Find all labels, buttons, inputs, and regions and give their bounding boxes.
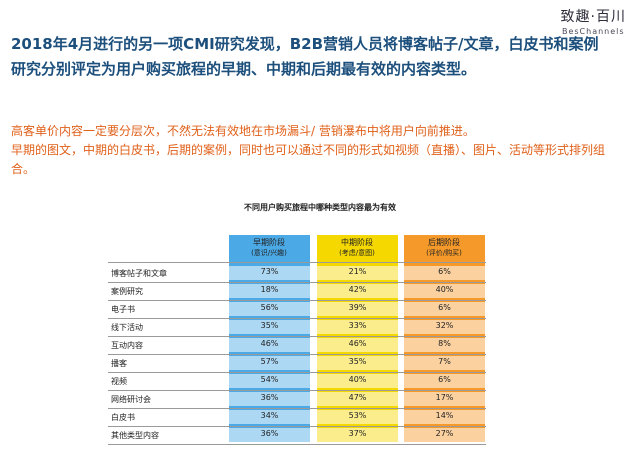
row-highlight: [108, 374, 486, 388]
table-row: 白皮书 34% 53% 14%: [108, 409, 486, 425]
late-value: 8%: [438, 339, 451, 348]
row-highlight: [108, 284, 486, 298]
row-label: 博客帖子和文章: [111, 269, 167, 278]
table-row: 网络研讨会 36% 47% 17%: [108, 391, 486, 407]
row-highlight: [108, 356, 486, 370]
column-header-late: 后期阶段 (评价/购买): [404, 238, 484, 258]
table-bottom-separator: [108, 444, 486, 445]
row-separator: [108, 318, 486, 319]
column-header-middle: 中期阶段 (考虑/意图): [317, 238, 397, 258]
early-value: 54%: [260, 375, 279, 384]
headline: 2018年4月进行的另一项CMI研究发现，B2B营销人员将博客帖子/文章，白皮书…: [11, 35, 599, 78]
late-value: 17%: [435, 393, 454, 402]
note-line-2: 早期的图文，中期的白皮书，后期的案例，同时也可以通过不同的形式如视频（直播）、图…: [11, 143, 606, 176]
row-label: 线下活动: [111, 323, 143, 332]
table-row: 其他类型内容 36% 37% 27%: [108, 427, 486, 443]
late-value: 7%: [438, 357, 451, 366]
row-separator: [108, 282, 486, 283]
middle-value: 35%: [348, 357, 367, 366]
brand-logo-subtitle: BesChannels: [561, 27, 625, 36]
row-separator: [108, 354, 486, 355]
row-label: 电子书: [111, 305, 135, 314]
late-value: 32%: [435, 321, 454, 330]
row-highlight: [108, 392, 486, 406]
row-separator: [108, 336, 486, 337]
late-value: 27%: [435, 429, 454, 438]
row-highlight: [108, 302, 486, 316]
late-value: 14%: [435, 411, 454, 420]
early-value: 36%: [260, 393, 279, 402]
brand-logo: 致趣·百川 BesChannels: [561, 6, 626, 36]
row-label: 案例研究: [111, 287, 143, 296]
middle-value: 53%: [348, 411, 367, 420]
middle-value: 33%: [348, 321, 367, 330]
table-row: 线下活动 35% 33% 32%: [108, 319, 486, 335]
table-top-separator: [108, 262, 486, 263]
column-header-early-sub: (意识/兴趣): [251, 249, 287, 257]
note-line-1: 高客单价内容一定要分层次，不然无法有效地在市场漏斗/ 营销瀑布中将用户向前推进。: [11, 124, 475, 138]
table-row: 视频 54% 40% 6%: [108, 373, 486, 389]
middle-value: 39%: [348, 303, 367, 312]
row-separator: [108, 300, 486, 301]
early-value: 34%: [260, 411, 279, 420]
column-header-late-name: 后期阶段: [428, 238, 460, 247]
early-value: 35%: [260, 321, 279, 330]
row-label: 互动内容: [111, 341, 143, 350]
column-header-early: 早期阶段 (意识/兴趣): [229, 238, 309, 258]
column-header-early-name: 早期阶段: [253, 238, 285, 247]
middle-value: 37%: [348, 429, 367, 438]
table-row: 互动内容 46% 46% 8%: [108, 337, 486, 353]
row-separator: [108, 426, 486, 427]
late-value: 6%: [438, 267, 451, 276]
row-label: 播客: [111, 359, 127, 368]
table-title: 不同用户购买旅程中哪种类型内容最为有效: [244, 203, 396, 212]
early-value: 57%: [260, 357, 279, 366]
row-highlight: [108, 410, 486, 424]
row-highlight: [108, 428, 486, 442]
early-value: 56%: [260, 303, 279, 312]
row-highlight: [108, 266, 486, 280]
table-row: 播客 57% 35% 7%: [108, 355, 486, 371]
middle-value: 21%: [348, 267, 367, 276]
row-label: 白皮书: [111, 413, 135, 422]
late-value: 40%: [435, 285, 454, 294]
column-header-middle-sub: (考虑/意图): [339, 249, 375, 257]
table-row: 案例研究 18% 42% 40%: [108, 283, 486, 299]
row-separator: [108, 408, 486, 409]
row-label: 视频: [111, 377, 127, 386]
early-value: 73%: [260, 267, 279, 276]
row-label: 网络研讨会: [111, 395, 151, 404]
middle-value: 46%: [348, 339, 367, 348]
late-value: 6%: [438, 375, 451, 384]
brand-logo-mark: 致趣·百川: [560, 9, 626, 25]
row-highlight: [108, 338, 486, 352]
middle-value: 47%: [348, 393, 367, 402]
table-row: 电子书 56% 39% 6%: [108, 301, 486, 317]
column-header-middle-name: 中期阶段: [341, 238, 373, 247]
early-value: 46%: [260, 339, 279, 348]
row-label: 其他类型内容: [111, 431, 159, 440]
row-separator: [108, 390, 486, 391]
middle-value: 40%: [348, 375, 367, 384]
late-value: 6%: [438, 303, 451, 312]
row-highlight: [108, 320, 486, 334]
early-value: 18%: [260, 285, 279, 294]
table-row: 博客帖子和文章 73% 21% 6%: [108, 265, 486, 281]
row-separator: [108, 372, 486, 373]
early-value: 36%: [260, 429, 279, 438]
middle-value: 42%: [348, 285, 367, 294]
column-header-late-sub: (评价/购买): [426, 249, 462, 257]
